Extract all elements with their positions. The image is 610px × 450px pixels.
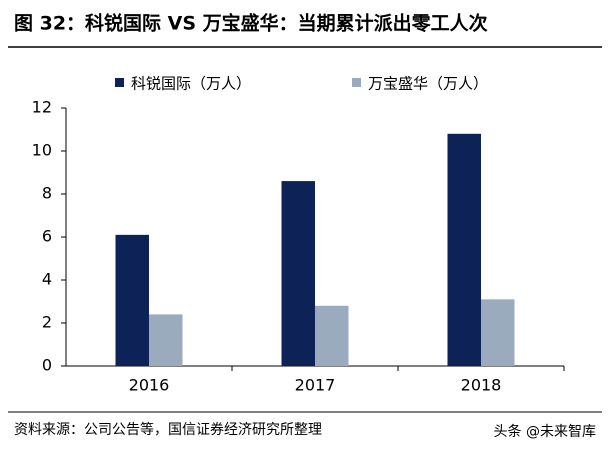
y-tick-label: 6 <box>42 227 52 246</box>
y-tick-label: 10 <box>32 141 52 160</box>
y-tick-label: 12 <box>32 98 52 117</box>
legend-swatch <box>115 78 124 87</box>
bar <box>281 181 315 366</box>
source-note: 资料来源：公司公告等，国信证券经济研究所整理 <box>14 421 322 438</box>
x-tick-label: 2017 <box>295 376 336 395</box>
x-tick-label: 2016 <box>129 376 170 395</box>
bar <box>481 299 515 366</box>
legend-swatch <box>352 78 361 87</box>
y-tick-label: 8 <box>42 184 52 203</box>
legend-label: 万宝盛华（万人） <box>368 75 488 93</box>
x-tick-label: 2018 <box>461 376 502 395</box>
bar <box>115 234 149 366</box>
y-tick-label: 2 <box>42 313 52 332</box>
chart-title: 图 32：科锐国际 VS 万宝盛华：当期累计派出零工人次 <box>14 12 488 35</box>
y-tick-label: 0 <box>42 356 52 375</box>
bar <box>149 314 183 366</box>
bar <box>315 305 349 366</box>
watermark: 头条 @未来智库 <box>494 423 596 440</box>
legend-label: 科锐国际（万人） <box>131 75 251 93</box>
y-tick-label: 4 <box>42 270 52 289</box>
bar <box>447 133 481 366</box>
